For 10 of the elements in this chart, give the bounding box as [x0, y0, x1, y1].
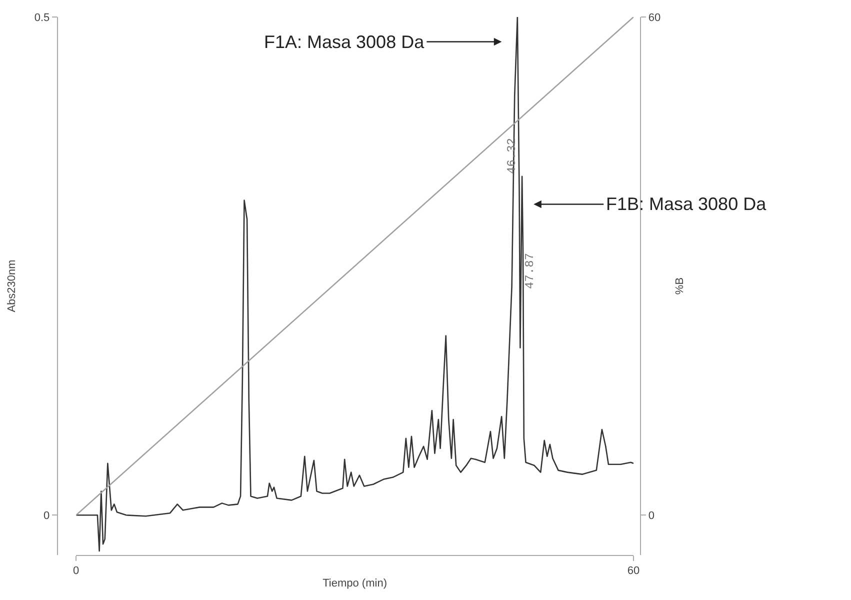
annotation: F1B: Masa 3080 Da: [606, 194, 768, 214]
y2-tick-label: 60: [648, 12, 661, 24]
annotation: 46.32: [505, 138, 520, 174]
x-axis-title: Tiempo (min): [322, 577, 388, 590]
y-tick-label: 0.5: [34, 12, 50, 24]
annotation: F1A: Masa 3008 Da: [264, 32, 426, 52]
annotation: 47.87: [523, 252, 538, 289]
y-axis-title: Abs230nm: [6, 260, 18, 312]
y2-axis-title: %B: [674, 277, 686, 295]
y2-tick-label: 0: [648, 510, 654, 522]
